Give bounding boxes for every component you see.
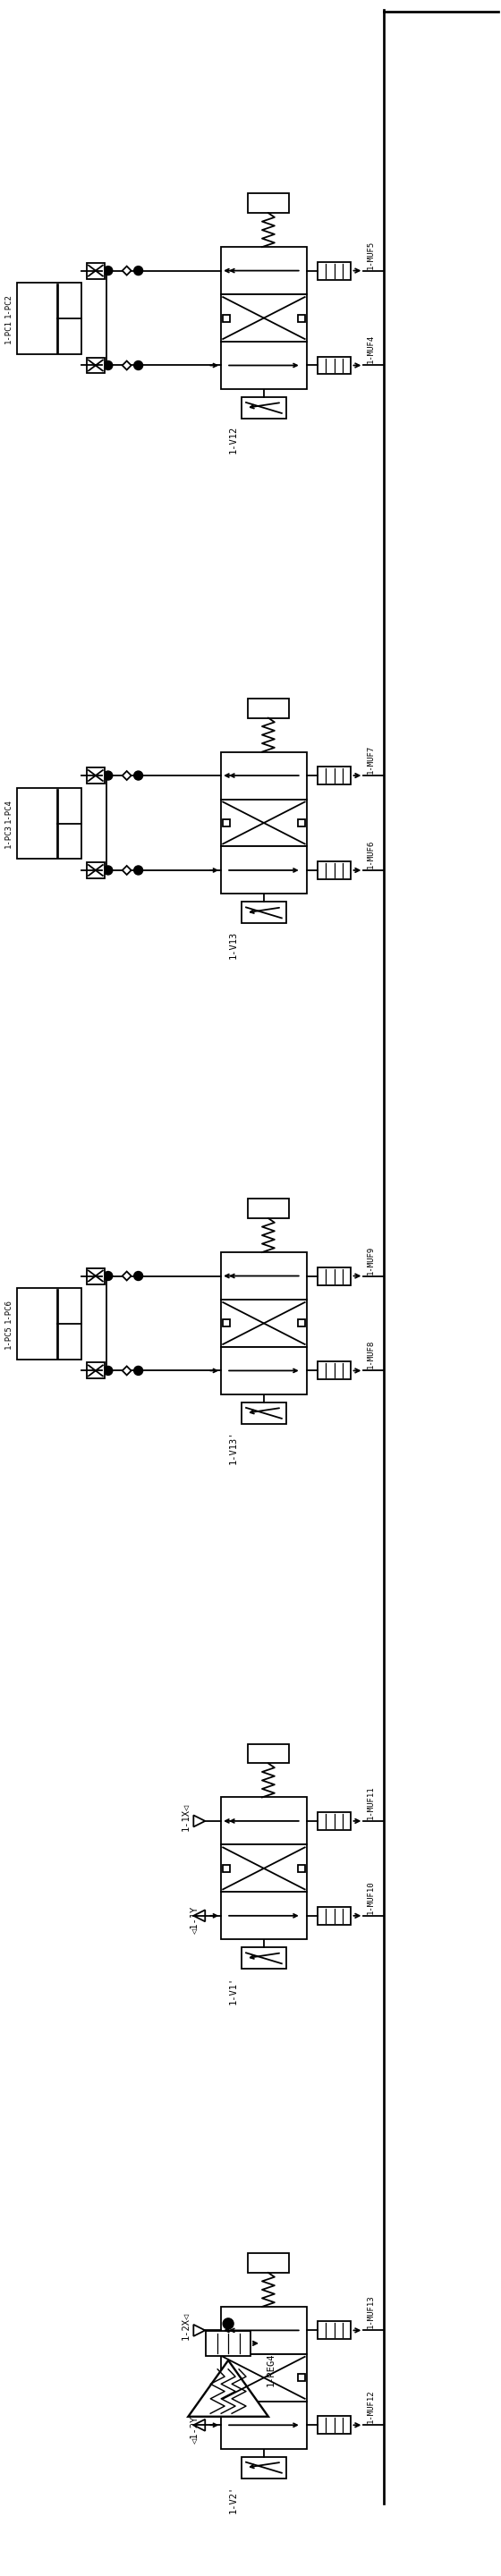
Bar [17, 1288, 81, 1360]
Bar [221, 848, 307, 894]
Bar [298, 1865, 305, 1873]
Bar [221, 2306, 307, 2354]
Bar [248, 1744, 289, 1765]
Text: 1-V13: 1-V13 [229, 930, 238, 958]
Bar [223, 1865, 230, 1873]
Bar [17, 788, 81, 858]
Text: 1-V12: 1-V12 [229, 425, 238, 453]
Bar [317, 263, 351, 281]
Bar [221, 1798, 307, 1844]
Bar [317, 1267, 351, 1285]
Text: 1-PC6: 1-PC6 [5, 1298, 13, 1324]
Text: 1-PC4: 1-PC4 [5, 799, 13, 822]
Text: 1-1X◁: 1-1X◁ [181, 1803, 190, 1832]
Circle shape [134, 770, 143, 781]
Bar [221, 1252, 307, 1301]
Bar [298, 1319, 305, 1327]
Text: 1-PC1: 1-PC1 [5, 319, 13, 343]
Circle shape [134, 265, 143, 276]
Bar [221, 1844, 307, 1891]
Circle shape [104, 1273, 113, 1280]
Circle shape [134, 866, 143, 876]
Bar [221, 2401, 307, 2450]
Bar [298, 314, 305, 322]
Bar [17, 283, 81, 355]
Text: ◁1-1Y: ◁1-1Y [190, 1906, 199, 1935]
Bar [317, 860, 351, 878]
Bar [206, 2331, 250, 2357]
Circle shape [223, 2318, 233, 2329]
Bar [317, 2416, 351, 2434]
Bar [241, 1401, 286, 1425]
Bar [221, 1891, 307, 1940]
Bar [221, 2354, 307, 2401]
Circle shape [104, 265, 113, 276]
Bar [317, 1811, 351, 1829]
Bar [87, 1267, 105, 1283]
Bar [317, 768, 351, 786]
Bar [248, 2254, 289, 2272]
Bar [221, 343, 307, 389]
Text: 1-V13': 1-V13' [229, 1432, 238, 1466]
Text: 1-V1': 1-V1' [229, 1976, 238, 2004]
Bar [221, 1347, 307, 1394]
Bar [223, 2375, 230, 2380]
Text: 1-MUF13: 1-MUF13 [367, 2295, 375, 2329]
Bar [241, 902, 286, 922]
Bar [221, 1301, 307, 1347]
Bar [87, 863, 105, 878]
Text: 1-2X◁: 1-2X◁ [181, 2311, 190, 2339]
Bar [223, 314, 230, 322]
Circle shape [134, 1365, 143, 1376]
Bar [87, 1363, 105, 1378]
Bar [221, 294, 307, 343]
Circle shape [134, 361, 143, 371]
Polygon shape [188, 2360, 269, 2416]
Text: 1-PC3: 1-PC3 [5, 824, 13, 848]
Text: 1-MUF7: 1-MUF7 [367, 744, 375, 773]
Bar [221, 799, 307, 848]
Circle shape [104, 866, 113, 876]
Bar [221, 247, 307, 294]
Text: 1-MUF10: 1-MUF10 [367, 1880, 375, 1914]
Bar [87, 263, 105, 278]
Text: 1-REG4: 1-REG4 [267, 2352, 276, 2385]
Bar [241, 397, 286, 417]
Bar [317, 355, 351, 374]
Text: 1-V2': 1-V2' [229, 2486, 238, 2514]
Bar [248, 698, 289, 719]
Bar [221, 752, 307, 799]
Bar [87, 768, 105, 783]
Text: 1-MUF12: 1-MUF12 [367, 2391, 375, 2424]
Bar [223, 1319, 230, 1327]
Bar [298, 2375, 305, 2380]
Bar [223, 819, 230, 827]
Text: 1-MUF5: 1-MUF5 [367, 240, 375, 268]
Circle shape [104, 1365, 113, 1376]
Bar [248, 1198, 289, 1218]
Text: 1-MUF8: 1-MUF8 [367, 1340, 375, 1368]
Bar [298, 819, 305, 827]
Bar [317, 1906, 351, 1924]
Bar [317, 2321, 351, 2339]
Bar [241, 1947, 286, 1968]
Text: 1-PC5: 1-PC5 [5, 1324, 13, 1350]
Bar [241, 2458, 286, 2478]
Circle shape [104, 361, 113, 371]
Text: 1-MUF11: 1-MUF11 [367, 1785, 375, 1819]
Text: 1-MUF9: 1-MUF9 [367, 1244, 375, 1275]
Text: 1-PC2: 1-PC2 [5, 294, 13, 317]
Bar [317, 1363, 351, 1381]
Bar [87, 358, 105, 374]
Circle shape [104, 770, 113, 781]
Bar [248, 193, 289, 214]
Text: 1-MUF6: 1-MUF6 [367, 840, 375, 868]
Text: ◁1-2Y: ◁1-2Y [190, 2416, 199, 2445]
Circle shape [134, 1273, 143, 1280]
Text: 1-MUF4: 1-MUF4 [367, 335, 375, 363]
